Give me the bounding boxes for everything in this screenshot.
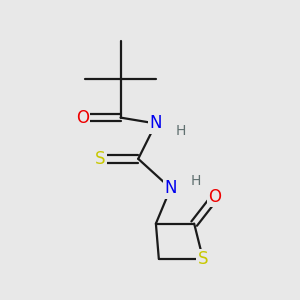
Text: H: H xyxy=(176,124,186,138)
Text: N: N xyxy=(164,179,177,197)
Text: O: O xyxy=(76,109,89,127)
Text: O: O xyxy=(208,188,221,206)
Text: S: S xyxy=(95,150,105,168)
Text: N: N xyxy=(150,115,162,133)
Text: S: S xyxy=(198,250,208,268)
Text: H: H xyxy=(190,174,201,188)
